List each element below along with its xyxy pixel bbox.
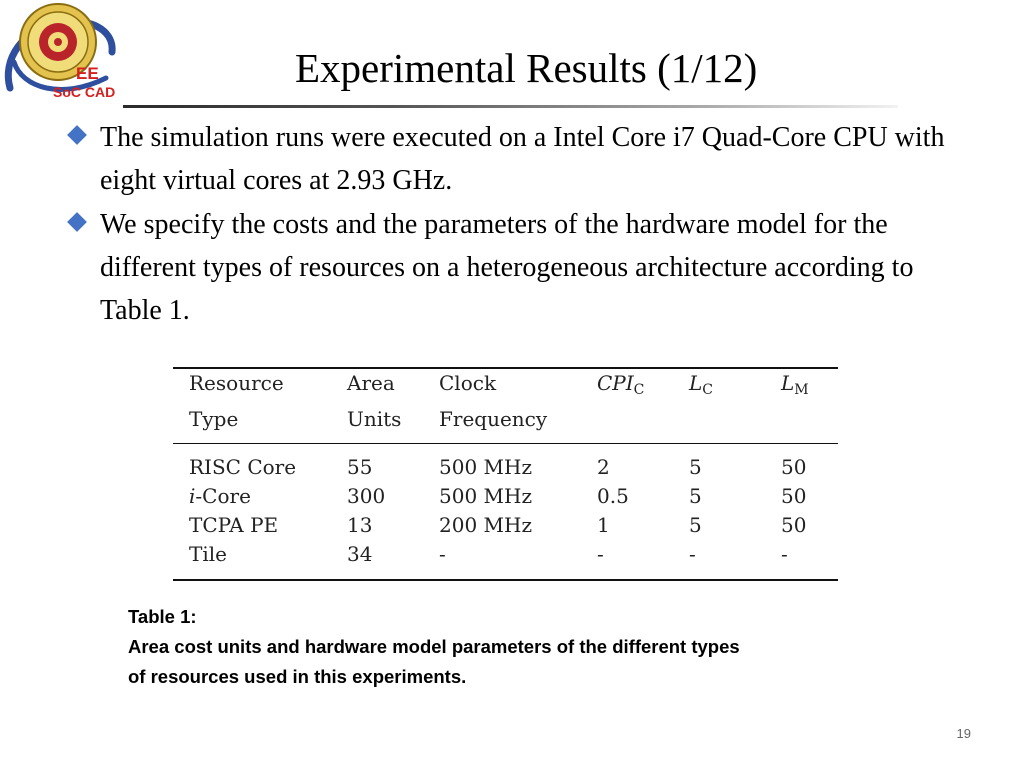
cell-area: 300 [347, 484, 386, 508]
cell-lc: 5 [689, 455, 702, 479]
lc-subscript: C [702, 382, 713, 398]
resource-table-figure: . Resource Area Clock CPIC LC LM Type Un… [173, 352, 838, 581]
header-lc: LC [685, 367, 777, 405]
cell-resource: TCPA PE [189, 513, 279, 537]
cell-lm: 50 [781, 484, 807, 508]
bullet-item: The simulation runs were executed on a I… [62, 116, 974, 202]
caption-line: Area cost units and hardware model param… [128, 636, 740, 657]
cell-clock: 500 MHz [439, 484, 532, 508]
cell-resource: i-Core [189, 484, 251, 508]
cell-area: 55 [347, 455, 373, 479]
header-area-units-1: Area [343, 367, 435, 405]
soc-cad-logo: EE SoC CAD [2, 0, 122, 110]
cell-lc: - [685, 540, 777, 581]
cell-area: 13 [347, 513, 373, 537]
logo-soccad-text: SoC CAD [53, 84, 115, 100]
cropped-fragment: . [257, 352, 260, 358]
cell-cpi: 1 [597, 513, 610, 537]
cell-clock: 500 MHz [439, 455, 532, 479]
cell-clock: 200 MHz [439, 513, 532, 537]
table-header-row: Resource Area Clock CPIC LC LM [173, 367, 838, 405]
caption-line: of resources used in this experiments. [128, 666, 467, 687]
cell-lc: 5 [689, 484, 702, 508]
cpi-symbol: CPI [597, 371, 634, 395]
table-row: TCPA PE 13 200 MHz 1 5 50 [173, 511, 838, 540]
university-seal-icon: EE SoC CAD [4, 3, 116, 100]
table-row: i-Core 300 500 MHz 0.5 5 50 [173, 482, 838, 511]
resource-parameters-table: Resource Area Clock CPIC LC LM Type Unit… [173, 367, 838, 581]
lm-symbol: L [781, 371, 795, 395]
diamond-bullet-icon [67, 212, 87, 232]
cell-cpi: 2 [597, 455, 610, 479]
title-divider [123, 105, 898, 108]
cell-resource: RISC Core [189, 455, 297, 479]
bullet-text: We specify the costs and the parameters … [100, 209, 914, 326]
header-cpi: CPIC [593, 367, 685, 405]
cpi-subscript: C [633, 382, 645, 398]
bullet-text: The simulation runs were executed on a I… [100, 122, 945, 196]
diamond-bullet-icon [67, 125, 87, 145]
cell-lc: 5 [689, 513, 702, 537]
cell-cpi: 0.5 [597, 484, 629, 508]
header-resource-type-2: Type [173, 405, 343, 444]
table-caption: Table 1: Area cost units and hardware mo… [128, 602, 888, 692]
cell-lm: 50 [781, 513, 807, 537]
cell-clock: - [435, 540, 593, 581]
cell-cpi: - [593, 540, 685, 581]
cell-area: 34 [343, 540, 435, 581]
lm-subscript: M [794, 382, 809, 398]
header-area-units-2: Units [343, 405, 435, 444]
cell-resource: Tile [173, 540, 343, 581]
header-resource-type-1: Resource [173, 367, 343, 405]
table-row: RISC Core 55 500 MHz 2 5 50 [173, 444, 838, 483]
cell-lm: 50 [781, 455, 807, 479]
bullet-list: The simulation runs were executed on a I… [62, 116, 974, 333]
table-row: Tile 34 - - - - [173, 540, 838, 581]
cell-lm: - [777, 540, 838, 581]
bullet-item: We specify the costs and the parameters … [62, 203, 974, 332]
table-header-row: Type Units Frequency [173, 405, 838, 444]
slide-title: Experimental Results (1/12) [295, 45, 758, 91]
header-lm: LM [777, 367, 838, 405]
logo-ee-text: EE [76, 64, 99, 83]
page-number: 19 [956, 726, 971, 741]
header-clock-frequency-1: Clock [435, 367, 593, 405]
caption-label: Table 1: [128, 606, 197, 627]
header-clock-frequency-2: Frequency [435, 405, 593, 444]
lc-symbol: L [689, 371, 703, 395]
